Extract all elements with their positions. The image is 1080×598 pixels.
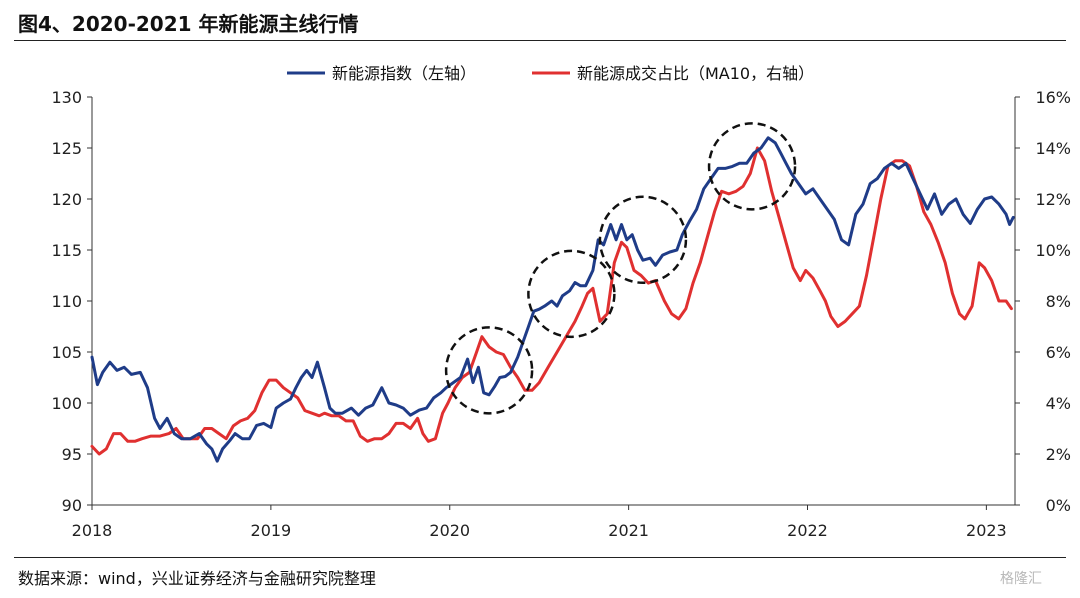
y-left-tick-label: 130 bbox=[51, 88, 82, 107]
y-right-tick-label: 8% bbox=[1046, 292, 1071, 311]
y-right-tick-label: 14% bbox=[1035, 139, 1071, 158]
y-left-tick-label: 100 bbox=[51, 394, 82, 413]
y-left-tick-label: 90 bbox=[62, 496, 82, 515]
dashed-circle-annotation bbox=[598, 195, 688, 285]
chart-legend: 新能源指数（左轴） 新能源成交占比（MA10，右轴） bbox=[287, 64, 814, 83]
y-right-tick-label: 12% bbox=[1035, 190, 1071, 209]
x-tick-label: 2022 bbox=[787, 521, 828, 540]
y-right-tick-label: 10% bbox=[1035, 241, 1071, 260]
bottom-divider bbox=[14, 557, 1066, 558]
x-tick-label: 2019 bbox=[251, 521, 292, 540]
y-right-ticks: 0% 2% 4% 6% 8% 10% 12% 14% 16% bbox=[1015, 88, 1071, 515]
y-left-ticks: 90 95 100 105 110 115 120 125 130 bbox=[51, 88, 92, 515]
top-divider bbox=[14, 40, 1066, 41]
y-right-tick-label: 6% bbox=[1046, 343, 1071, 362]
dashed-circle-annotation bbox=[527, 249, 616, 339]
x-axis-ticks: 2018 2019 2020 2021 2022 2023 bbox=[72, 505, 1007, 540]
x-tick-label: 2018 bbox=[72, 521, 113, 540]
y-right-tick-label: 16% bbox=[1035, 88, 1071, 107]
watermark-logo: 格隆汇 bbox=[1000, 571, 1042, 587]
y-left-tick-label: 95 bbox=[62, 445, 82, 464]
dashed-circle-annotation bbox=[444, 326, 534, 415]
x-tick-label: 2023 bbox=[966, 521, 1007, 540]
y-left-tick-label: 125 bbox=[51, 139, 82, 158]
source-note: 数据来源：wind，兴业证券经济与金融研究院整理 bbox=[18, 569, 376, 588]
y-right-tick-label: 2% bbox=[1046, 445, 1071, 464]
dashed-circle-annotation bbox=[707, 122, 797, 211]
y-right-tick-label: 0% bbox=[1046, 496, 1071, 515]
y-left-tick-label: 110 bbox=[51, 292, 82, 311]
x-tick-label: 2021 bbox=[608, 521, 649, 540]
y-right-tick-label: 4% bbox=[1046, 394, 1071, 413]
series-layer bbox=[90, 136, 1015, 463]
annotation-layer bbox=[444, 122, 797, 415]
y-left-tick-label: 105 bbox=[51, 343, 82, 362]
legend-label-index: 新能源指数（左轴） bbox=[332, 64, 476, 83]
y-left-tick-label: 120 bbox=[51, 190, 82, 209]
y-left-tick-label: 115 bbox=[51, 241, 82, 260]
legend-label-turnover-share: 新能源成交占比（MA10，右轴） bbox=[577, 64, 814, 83]
series-line-index bbox=[90, 136, 1015, 463]
series-line-turnover-share bbox=[90, 146, 1013, 456]
x-tick-label: 2020 bbox=[429, 521, 470, 540]
chart-title: 图4、2020-2021 年新能源主线行情 bbox=[18, 12, 359, 36]
